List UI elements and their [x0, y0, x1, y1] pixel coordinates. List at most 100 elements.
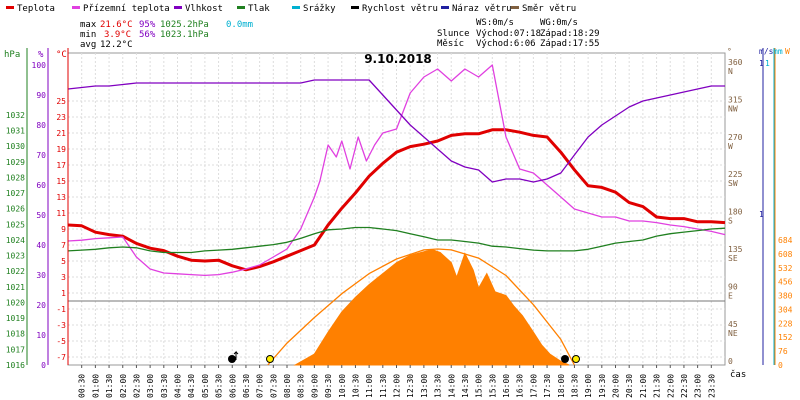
- dir-tick-label: N: [728, 67, 733, 76]
- sun-moon-markers: [228, 350, 580, 363]
- x-tick-label: 03:30: [160, 374, 169, 398]
- mm-tick-top: 1: [765, 59, 770, 68]
- dir-tick-value: 225: [728, 170, 743, 179]
- info-block: WS:0m/s WG:0m/s Slunce Východ:07:18 Zápa…: [437, 18, 600, 49]
- x-tick-label: 04:00: [174, 374, 183, 398]
- w-tick-label: 456: [778, 278, 793, 287]
- hpa-tick-label: 1027: [6, 189, 25, 198]
- dir-tick-label: W: [728, 142, 733, 151]
- x-tick-label: 03:00: [146, 374, 155, 398]
- dir-tick-label: NE: [728, 329, 738, 338]
- pct-tick-label: 30: [36, 271, 46, 280]
- dir-tick-label: SE: [728, 254, 738, 263]
- x-tick-label: 07:30: [269, 374, 278, 398]
- info-sun: Slunce: [437, 29, 470, 39]
- info-ws: WS:0m/s: [476, 18, 514, 28]
- x-tick-label: 09:30: [324, 374, 333, 398]
- hpa-tick-label: 1024: [6, 236, 25, 245]
- pct-tick-label: 40: [36, 241, 46, 250]
- temp-tick-label: 1: [61, 289, 66, 298]
- temp-tick-label: 3: [61, 273, 66, 282]
- x-tick-label: 22:30: [680, 374, 689, 398]
- x-tick-label: 22:00: [666, 374, 675, 398]
- temp-tick-label: 19: [56, 145, 66, 154]
- temp-tick-label: -3: [56, 321, 66, 330]
- hpa-tick-label: 1017: [6, 345, 25, 354]
- stats-min-hum: 56%: [139, 30, 156, 40]
- x-tick-label: 11:30: [379, 374, 388, 398]
- x-tick-label: 23:30: [707, 374, 716, 398]
- rise-arrow-icon: [233, 350, 239, 360]
- x-tick-label: 06:30: [242, 374, 251, 398]
- x-tick-label: 04:30: [187, 374, 196, 398]
- temp-tick-label: 11: [56, 209, 66, 218]
- x-tick-label: 15:30: [488, 374, 497, 398]
- temp-tick-label: -1: [56, 305, 66, 314]
- x-tick-label: 10:00: [338, 374, 347, 398]
- sun-rise-icon: [266, 355, 274, 363]
- w-tick-label: 0: [778, 361, 783, 370]
- dir-tick-label: SW: [728, 179, 738, 188]
- hpa-tick-label: 1019: [6, 314, 25, 323]
- x-tick-label: 19:30: [598, 374, 607, 398]
- x-tick-label: 06:00: [228, 374, 237, 398]
- x-tick-label: 00:30: [78, 374, 87, 398]
- legend: Teplota Přízemní teplota Vlhkost Tlak Srážky…: [6, 4, 576, 14]
- stats-min-temp: 3.9°C: [104, 30, 131, 40]
- x-tick-label: 20:00: [612, 374, 621, 398]
- legend-item: Směr větru: [522, 4, 576, 14]
- hpa-tick-label: 1020: [6, 298, 25, 307]
- dir-tick-label: E: [728, 291, 733, 300]
- dir-tick-value: 0: [728, 357, 733, 366]
- hpa-tick-label: 1018: [6, 330, 25, 339]
- dir-tick-value: 90: [728, 282, 738, 291]
- x-tick-label: 12:30: [406, 374, 415, 398]
- x-tick-label: 19:00: [584, 374, 593, 398]
- x-tick-label: 05:00: [201, 374, 210, 398]
- x-tick-label: 16:00: [502, 374, 511, 398]
- info-wg: WG:0m/s: [540, 18, 578, 28]
- temp-tick-label: 23: [56, 113, 66, 122]
- hpa-tick-label: 1021: [6, 283, 25, 292]
- dir-tick-value: 315: [728, 95, 743, 104]
- x-tick-label: 21:00: [639, 374, 648, 398]
- ms-tick-mid: 1: [759, 210, 764, 219]
- temp-tick-label: 17: [56, 161, 66, 170]
- stats-block: max 21.6°C 95% 1025.2hPa 0.0mm min 3.9°C…: [80, 20, 253, 50]
- series-tlak: [67, 226, 726, 254]
- hpa-tick-label: 1032: [6, 111, 25, 120]
- pct-tick-label: 70: [36, 151, 46, 160]
- legend-swatch: [441, 6, 449, 9]
- stats-avg-temp: 12.2°C: [100, 40, 133, 50]
- x-tick-label: 14:00: [447, 374, 456, 398]
- w-axis-unit: W: [785, 47, 790, 56]
- x-tick-label: 02:00: [119, 374, 128, 398]
- pct-axis-unit: %: [38, 50, 44, 60]
- stats-max-hum: 95%: [139, 20, 156, 30]
- w-tick-label: 228: [778, 319, 793, 328]
- hpa-tick-label: 1026: [6, 205, 25, 214]
- legend-swatch: [237, 6, 245, 9]
- legend-swatch: [72, 6, 80, 9]
- pct-tick-label: 80: [36, 121, 46, 130]
- x-tick-label: 12:00: [393, 374, 402, 398]
- dir-tick-value: 135: [728, 245, 743, 254]
- legend-item: Přízemní teplota: [83, 4, 170, 14]
- legend-item: Vlhkost: [185, 4, 223, 14]
- legend-swatch: [292, 6, 300, 9]
- legend-item: Náraz větru: [452, 4, 512, 14]
- info-sun-rise: Východ:07:18: [476, 29, 541, 39]
- series-teoretick-z-en-: [267, 248, 575, 366]
- series-vlhkost: [67, 79, 725, 183]
- dir-tick-value: 180: [728, 208, 743, 217]
- pct-tick-label: 100: [32, 61, 47, 70]
- temp-axis-unit: °C: [56, 50, 67, 60]
- x-tick-label: 17:30: [543, 374, 552, 398]
- x-tick-label: 13:30: [434, 374, 443, 398]
- stats-avg-label: avg: [80, 40, 96, 50]
- pct-tick-label: 60: [36, 181, 46, 190]
- stats-max-label: max: [80, 20, 97, 30]
- series-group: [67, 64, 726, 366]
- x-tick-label: 11:00: [365, 374, 374, 398]
- chart-title: 9.10.2018: [364, 52, 432, 66]
